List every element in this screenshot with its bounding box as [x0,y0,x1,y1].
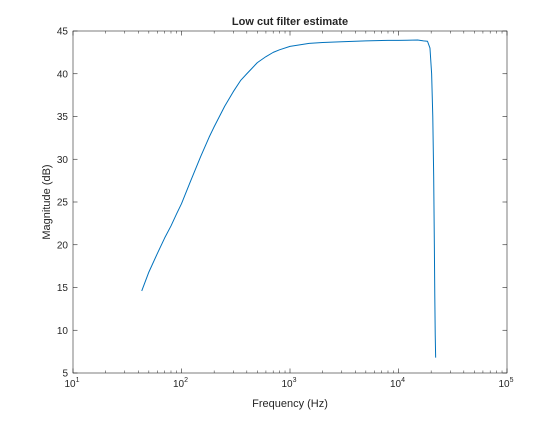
y-tick-label: 30 [57,155,69,166]
x-tick-label: 102 [173,377,188,390]
y-tick-label: 5 [62,369,68,380]
x-tick-label: 103 [281,377,296,390]
axes-layer: 5 10 15 20 25 30 35 40 45 101 102 103 104 105 [57,27,514,391]
x-axis-label: Frequency (Hz) [252,398,328,410]
y-tick-label: 40 [57,69,69,80]
y-axis-label: Magnitude (dB) [41,164,53,239]
plot-area [73,31,507,373]
y-tick-label: 45 [57,27,69,38]
y-tick-label: 10 [57,326,69,337]
y-tick-label: 15 [57,283,69,294]
y-tick-label: 20 [57,240,69,251]
x-tick-label: 101 [64,377,79,390]
chart-title: Low cut filter estimate [232,16,348,28]
x-tick-label: 105 [498,377,513,390]
y-tick-label: 35 [57,112,69,123]
data-layer [141,39,437,358]
series-line-0 [141,39,437,358]
y-tick-label: 25 [57,198,69,209]
x-tick-label: 104 [390,377,405,390]
